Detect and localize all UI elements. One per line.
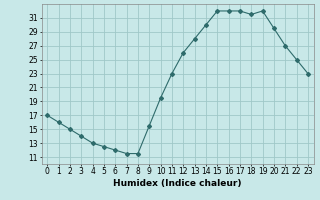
X-axis label: Humidex (Indice chaleur): Humidex (Indice chaleur): [113, 179, 242, 188]
